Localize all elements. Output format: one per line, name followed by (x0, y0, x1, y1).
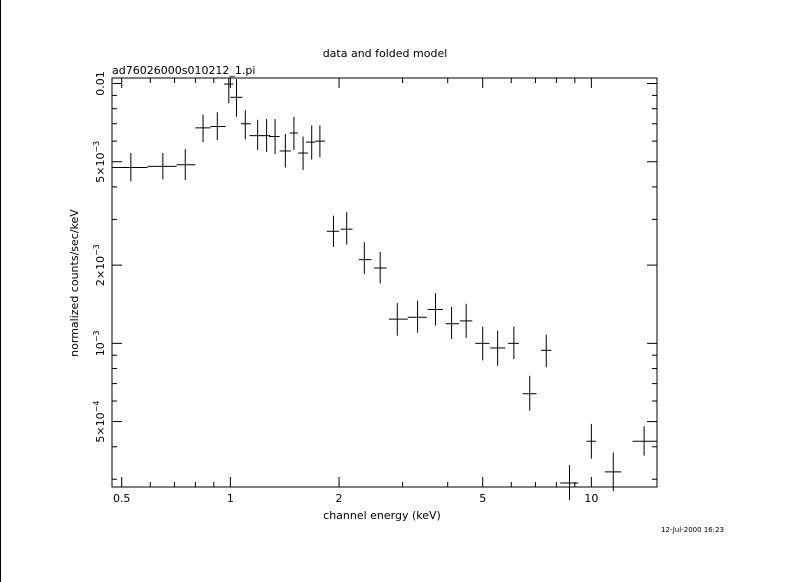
data-point (358, 242, 372, 274)
timestamp: 12-Jul-2000 16:23 (661, 526, 724, 534)
data-point (279, 133, 291, 168)
data-point (289, 116, 299, 150)
data-point (604, 452, 622, 492)
chart-subtitle: ad76026000s010212_1.pi (112, 64, 255, 77)
data-point (427, 293, 443, 326)
chart-title: data and folded model (323, 47, 448, 60)
data-point (315, 125, 326, 158)
data-point (586, 423, 596, 459)
y-tick-label: 5×10−3 (92, 141, 107, 183)
axis-ticks: 0.5 1 2 5 10 0.01 5×10−3 2×10−3 10−3 5×10−4 (92, 71, 657, 505)
y-tick-label: 5×10−4 (92, 401, 107, 443)
data-point (508, 326, 519, 360)
data-point (490, 330, 506, 366)
x-tick-label: 2 (336, 492, 343, 505)
data-point (326, 215, 340, 247)
data-point (475, 326, 490, 361)
data-point (407, 300, 427, 333)
x-tick-label: 1 (227, 492, 234, 505)
data-points (112, 78, 657, 500)
data-point (340, 212, 353, 245)
y-tick-label: 0.01 (94, 71, 107, 96)
data-point (210, 112, 226, 141)
y-axis-label: normalized counts/sec/keV (68, 209, 81, 357)
plot-frame (111, 77, 658, 488)
data-point (445, 307, 460, 339)
x-tick-label: 5 (479, 492, 486, 505)
x-tick-label: 10 (584, 492, 598, 505)
data-point (147, 153, 177, 180)
data-point (298, 136, 308, 170)
window-left-edge (0, 0, 1, 582)
x-axis-label: channel energy (keV) (323, 509, 441, 522)
data-point (522, 375, 537, 411)
data-point (306, 125, 316, 160)
data-point (230, 79, 243, 117)
data-point (195, 114, 211, 143)
data-point (388, 302, 408, 336)
data-point (249, 119, 263, 150)
y-tick-label: 10−3 (92, 330, 107, 356)
data-point (240, 110, 251, 140)
data-point (176, 148, 196, 181)
data-point (560, 465, 579, 500)
data-point (112, 153, 148, 182)
data-point (223, 78, 234, 104)
y-tick-label: 2×10−3 (92, 244, 107, 286)
data-point (374, 251, 387, 284)
data-point (540, 334, 552, 368)
data-point (269, 119, 280, 155)
data-point (261, 119, 271, 153)
x-tick-label: 0.5 (113, 492, 131, 505)
data-point (632, 426, 657, 456)
data-point (459, 303, 473, 338)
